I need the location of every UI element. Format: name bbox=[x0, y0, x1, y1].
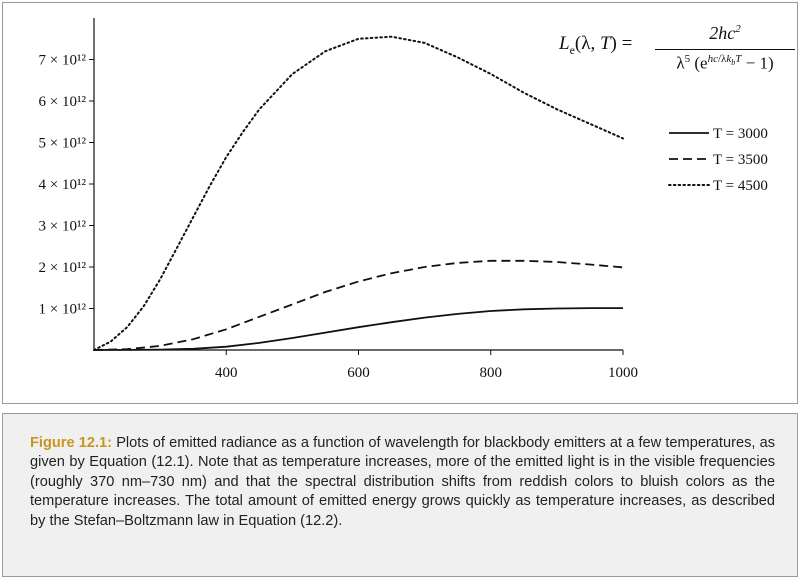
legend-label: T = 3500 bbox=[713, 152, 768, 168]
formula-fraction-bar bbox=[655, 49, 795, 50]
x-tick-label: 600 bbox=[347, 365, 370, 381]
figure-label: Figure 12.1: bbox=[30, 435, 113, 451]
series-line-dotted bbox=[93, 35, 624, 351]
series-line-solid bbox=[93, 307, 623, 351]
y-tick-label: 4 × 10¹² bbox=[39, 177, 87, 193]
figure-caption-text: Plots of emitted radiance as a function … bbox=[30, 435, 775, 529]
formula-numerator: 2hc2 bbox=[709, 23, 741, 43]
legend-label: T = 3000 bbox=[713, 126, 768, 142]
y-tick-label: 1 × 10¹² bbox=[39, 302, 87, 318]
chart-frame: 400 600 800 1000 1 × 10¹² 2 × 10¹² 3 × 10¹² 4 ×… bbox=[2, 2, 798, 404]
formula-denominator: λ5 (ehc/λkbT − 1) bbox=[676, 53, 774, 73]
figure-caption: Figure 12.1: Plots of emitted radiance a… bbox=[30, 434, 775, 531]
formula-lhs: Le(λ, T) = bbox=[559, 33, 633, 57]
y-tick-label: 6 × 10¹² bbox=[39, 94, 87, 110]
chart-series bbox=[93, 35, 624, 351]
blackbody-radiance-chart: 400 600 800 1000 1 × 10¹² 2 × 10¹² 3 × 10¹² 4 ×… bbox=[39, 18, 768, 381]
y-tick-label: 2 × 10¹² bbox=[39, 260, 87, 276]
caption-box: Figure 12.1: Plots of emitted radiance a… bbox=[2, 413, 798, 577]
series-line-dashed bbox=[93, 259, 624, 351]
y-tick-label: 3 × 10¹² bbox=[39, 219, 87, 235]
chart-axes: 400 600 800 1000 1 × 10¹² 2 × 10¹² 3 × 10¹² 4 ×… bbox=[39, 18, 638, 381]
chart-legend: T = 3000 T = 3500 T = 4500 bbox=[668, 126, 768, 194]
x-tick-label: 400 bbox=[215, 365, 238, 381]
y-tick-label: 5 × 10¹² bbox=[39, 136, 87, 152]
planck-formula: Le(λ, T) = 2hc2 λ5 (ehc/λkbT − 1) bbox=[559, 23, 799, 85]
legend-label: T = 4500 bbox=[713, 178, 768, 194]
y-tick-label: 7 × 10¹² bbox=[39, 53, 87, 69]
x-tick-label: 800 bbox=[480, 365, 503, 381]
x-tick-label: 1000 bbox=[608, 365, 638, 381]
